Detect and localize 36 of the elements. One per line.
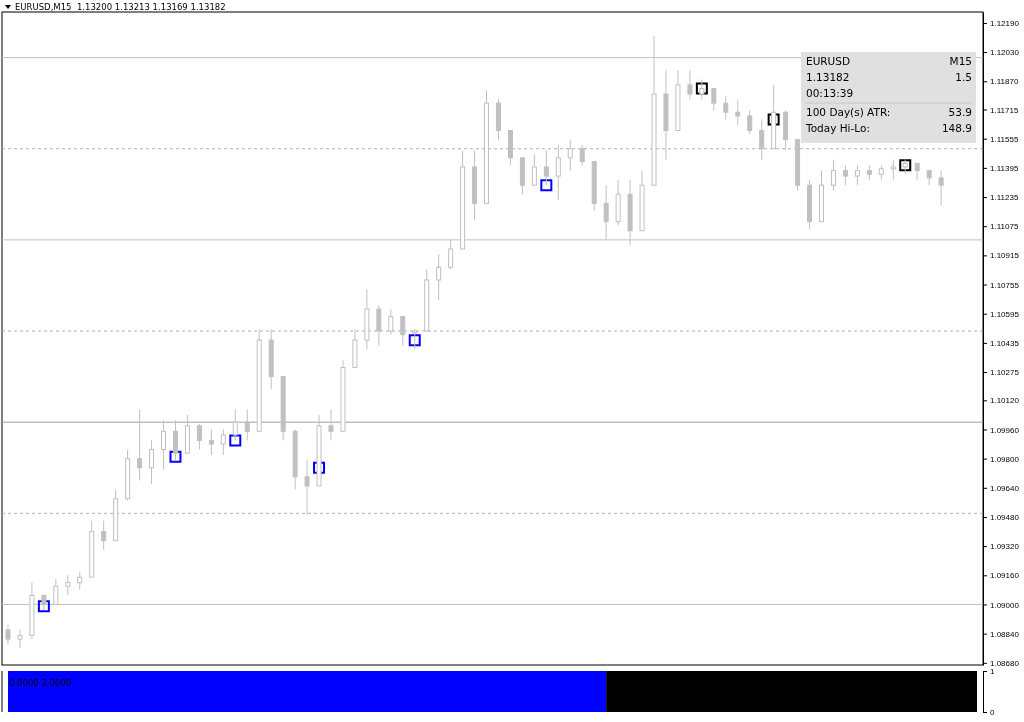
y-tick-label: 1.09480 xyxy=(990,513,1020,523)
y-tick-label: 1.11870 xyxy=(990,77,1019,87)
y-tick-label: 1.09800 xyxy=(990,454,1020,464)
y-tick-label: 1.11235 xyxy=(990,193,1019,203)
y-tick-label: 1.09960 xyxy=(990,425,1020,435)
annotation: 148.9 xyxy=(941,122,972,134)
y-tick-label: 1.10755 xyxy=(990,280,1020,290)
annotation: 00:13:39 xyxy=(806,87,854,99)
y-tick-label: 1.09320 xyxy=(990,542,1020,552)
annotation: Today Hi-Lo: xyxy=(805,122,870,134)
annotation: 53.9 xyxy=(948,106,972,118)
y-tick-label: 1.12190 xyxy=(990,19,1020,28)
y-tick-label: 1.08680 xyxy=(990,658,1020,668)
y-tick-label: 1.10915 xyxy=(990,251,1020,261)
y-tick-label: 1.10435 xyxy=(990,338,1020,348)
annotation: M15 xyxy=(949,55,972,67)
y-tick-label: 1.09000 xyxy=(990,600,1020,610)
annotation: 100 Day(s) ATR: xyxy=(806,106,891,118)
y-tick-label: 1.10275 xyxy=(990,368,1020,378)
y-tick-label: 1.11715 xyxy=(990,105,1019,115)
annotation: 1.5 xyxy=(955,71,972,83)
chart-title: EURUSD,M15 1.13200 1.13213 1.13169 1.13182 xyxy=(15,2,226,12)
y-tick-label: 1 xyxy=(990,667,995,677)
y-tick-label: 1.09640 xyxy=(990,483,1020,493)
y-tick-label: 1.11395 xyxy=(990,163,1019,173)
annotation: 1.13182 xyxy=(806,71,850,83)
y-tick-label: 1.10120 xyxy=(990,396,1020,406)
y-tick-label: 1.12030 xyxy=(990,48,1020,58)
y-tick-label: 1.11075 xyxy=(990,222,1019,232)
y-tick-label: 1.11555 xyxy=(990,134,1019,144)
y-tick-label: 1.09160 xyxy=(990,571,1020,581)
annotation: EURUSD xyxy=(806,55,851,67)
annotation: 0.0000 2.0000 xyxy=(9,678,72,688)
y-tick-label: 1.10595 xyxy=(990,309,1020,319)
y-tick-label: 0 xyxy=(990,708,995,718)
y-tick-label: 1.08840 xyxy=(990,629,1020,639)
